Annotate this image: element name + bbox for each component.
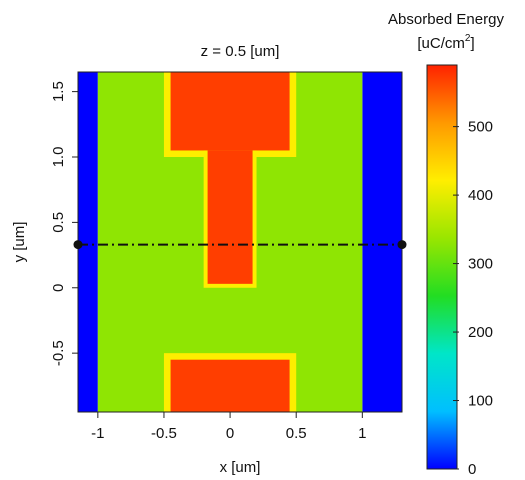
x-axis: -1 -0.5 0 0.5 1 bbox=[91, 412, 366, 442]
chart-title: z = 0.5 [um] bbox=[201, 43, 280, 60]
colorbar-title: Absorbed Energy bbox=[388, 11, 504, 28]
cutline-end-marker bbox=[397, 240, 407, 250]
x-tick-label: -0.5 bbox=[151, 425, 177, 442]
cutline-start-marker bbox=[73, 240, 83, 250]
y-tick-label: 0.5 bbox=[50, 212, 67, 233]
region-stem bbox=[207, 150, 253, 284]
colorbar-unit: [uC/cm2] bbox=[417, 33, 474, 52]
x-tick-label: 0 bbox=[226, 425, 234, 442]
colorbar bbox=[426, 64, 458, 470]
heatmap-regions bbox=[78, 72, 402, 412]
y-tick-label: 0 bbox=[50, 284, 67, 292]
colorbar-tick-label: 200 bbox=[468, 324, 493, 341]
colorbar-tick-label: 300 bbox=[468, 256, 493, 273]
colorbar-tick-label: 500 bbox=[468, 119, 493, 136]
colorbar-tick-label: 100 bbox=[468, 393, 493, 410]
y-tick-label: 1.0 bbox=[50, 147, 67, 168]
colorbar-tick-label: 0 bbox=[468, 461, 476, 478]
y-tick-label: 1.5 bbox=[50, 81, 67, 102]
region-top-pad bbox=[170, 72, 290, 151]
y-axis-label: y [um] bbox=[11, 222, 28, 263]
region-background-left bbox=[78, 72, 98, 412]
x-axis-label: x [um] bbox=[220, 459, 261, 476]
region-background-right bbox=[362, 72, 402, 412]
region-bottom-pad bbox=[170, 359, 290, 412]
colorbar-unit-suffix: ] bbox=[470, 35, 474, 52]
colorbar-unit-exponent: 2 bbox=[465, 33, 471, 44]
colorbar-tick-label: 400 bbox=[468, 187, 493, 204]
cutline bbox=[73, 240, 407, 250]
y-axis: -0.5 0 0.5 1.0 1.5 bbox=[50, 81, 78, 366]
colorbar-ticks: 0 100 200 300 400 500 bbox=[453, 119, 493, 478]
x-tick-label: -1 bbox=[91, 425, 104, 442]
colorbar-unit-prefix: [uC/cm bbox=[417, 35, 465, 52]
x-tick-label: 0.5 bbox=[286, 425, 307, 442]
x-tick-label: 1 bbox=[358, 425, 366, 442]
y-tick-label: -0.5 bbox=[50, 340, 67, 366]
plot-area bbox=[78, 72, 402, 412]
